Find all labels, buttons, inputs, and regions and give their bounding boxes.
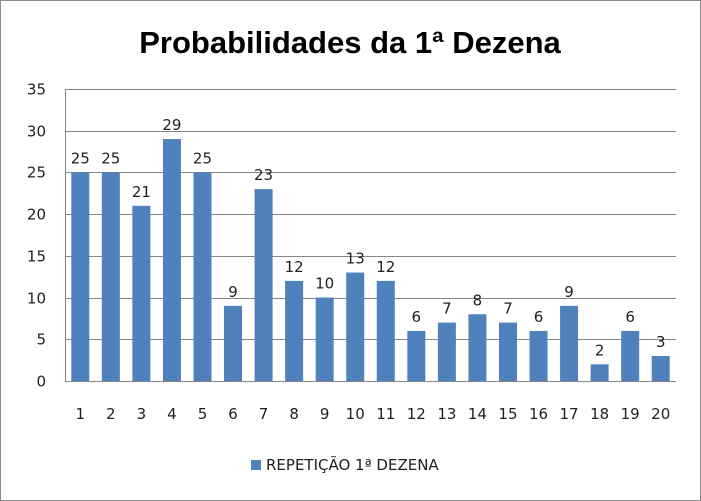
data-label: 9 [228, 283, 238, 301]
bars: 25 25 21 29 25 9 23 12 10 13 12 6 7 8 7 6 9 2 6 3 [71, 116, 670, 381]
x-tick-label: 7 [259, 405, 269, 423]
y-tick-label: 25 [27, 164, 46, 182]
x-tick-label: 18 [590, 405, 609, 423]
bar [101, 172, 120, 381]
x-tick-label: 4 [167, 405, 177, 423]
x-axis: 1 2 3 4 5 6 7 8 9 10 11 12 13 14 15 16 17 18 19 20 [65, 381, 676, 423]
bar [407, 330, 426, 381]
data-label: 25 [101, 149, 120, 167]
bar [651, 355, 670, 381]
bar [193, 172, 212, 381]
bar [468, 314, 487, 381]
legend-swatch [251, 460, 261, 470]
x-tick-label: 3 [137, 405, 147, 423]
data-label: 2 [595, 341, 605, 359]
bar [162, 139, 181, 381]
x-tick-label: 20 [651, 405, 670, 423]
data-label: 7 [442, 300, 452, 318]
bar [376, 280, 395, 381]
bar [254, 189, 273, 381]
x-tick-label: 6 [228, 405, 238, 423]
data-label: 7 [503, 300, 513, 318]
data-label: 23 [254, 166, 273, 184]
legend: REPETIÇÃO 1ª DEZENA [251, 455, 439, 474]
bar [71, 172, 90, 381]
data-label: 12 [376, 258, 395, 276]
data-label: 25 [193, 149, 212, 167]
y-tick-label: 5 [36, 331, 46, 349]
x-tick-label: 8 [289, 405, 299, 423]
data-label: 10 [315, 275, 334, 293]
data-label: 25 [71, 149, 90, 167]
x-tick-label: 5 [198, 405, 208, 423]
x-tick-label: 15 [498, 405, 517, 423]
data-label: 8 [473, 291, 483, 309]
bar [224, 305, 243, 381]
data-label: 3 [656, 333, 666, 351]
data-label: 21 [132, 183, 151, 201]
bar [315, 297, 334, 381]
bar [132, 205, 151, 381]
x-tick-label: 17 [560, 405, 579, 423]
data-label: 6 [625, 308, 635, 326]
x-tick-label: 2 [106, 405, 116, 423]
data-label: 13 [346, 250, 365, 268]
data-label: 6 [412, 308, 422, 326]
x-tick-label: 16 [529, 405, 548, 423]
x-tick-label: 19 [621, 405, 640, 423]
x-tick-label: 1 [76, 405, 86, 423]
data-label: 12 [285, 258, 304, 276]
y-axis: 0 5 10 15 20 25 30 35 [27, 81, 66, 391]
bar [560, 305, 579, 381]
x-tick-label: 11 [376, 405, 395, 423]
y-tick-label: 35 [27, 81, 46, 99]
data-label: 6 [534, 308, 544, 326]
bar [437, 322, 456, 381]
x-tick-label: 10 [346, 405, 365, 423]
gridlines [65, 89, 676, 382]
x-tick-label: 13 [437, 405, 456, 423]
legend-label: REPETIÇÃO 1ª DEZENA [266, 455, 439, 474]
bar [590, 364, 609, 381]
bar [346, 272, 365, 381]
y-tick-label: 15 [27, 248, 46, 266]
bar [621, 330, 640, 381]
x-tick-label: 14 [468, 405, 487, 423]
bar [529, 330, 548, 381]
x-tick-label: 9 [320, 405, 330, 423]
bar [498, 322, 517, 381]
data-label: 29 [162, 116, 181, 134]
chart-title: Probabilidades da 1ª Dezena [139, 25, 561, 60]
y-tick-label: 30 [27, 123, 46, 141]
y-tick-label: 20 [27, 206, 46, 224]
y-tick-label: 10 [27, 290, 46, 308]
data-label: 9 [564, 283, 574, 301]
bar [285, 280, 304, 381]
x-tick-label: 12 [407, 405, 426, 423]
y-tick-label: 0 [36, 373, 46, 391]
